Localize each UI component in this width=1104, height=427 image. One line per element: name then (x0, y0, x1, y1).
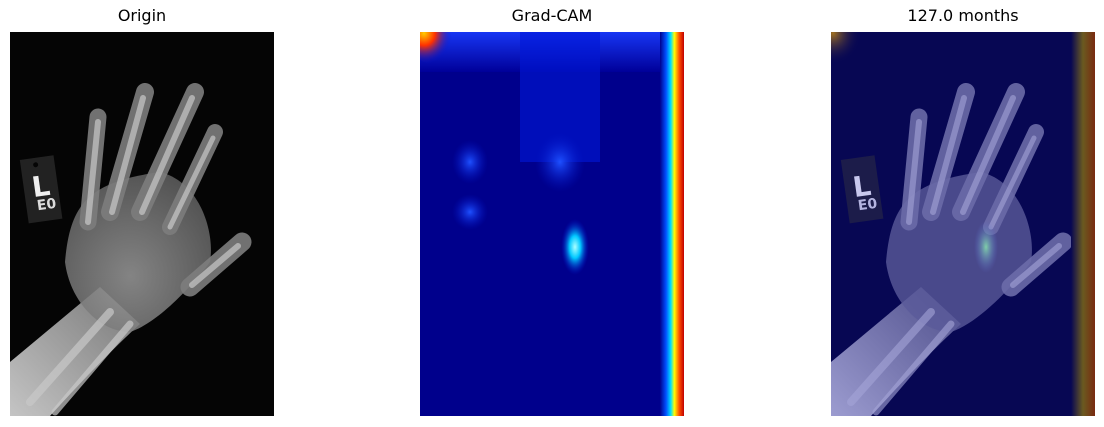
marker-tag (19, 155, 63, 224)
overlay-title: 127.0 months (907, 6, 1019, 25)
marker-code: E0 (35, 195, 58, 215)
gradcam-heatmap (420, 32, 684, 416)
overlay-image: L E0 (831, 32, 1095, 416)
overlay-panel: 127.0 months (831, 0, 1095, 427)
gradcam-title: Grad-CAM (511, 6, 593, 25)
gradcam-panel: Grad-CAM (420, 0, 684, 427)
origin-title: Origin (117, 6, 167, 25)
origin-xray-image: L E0 (10, 32, 274, 416)
overlay-marker-code: E0 (856, 195, 879, 215)
origin-panel: Origin (10, 0, 274, 427)
